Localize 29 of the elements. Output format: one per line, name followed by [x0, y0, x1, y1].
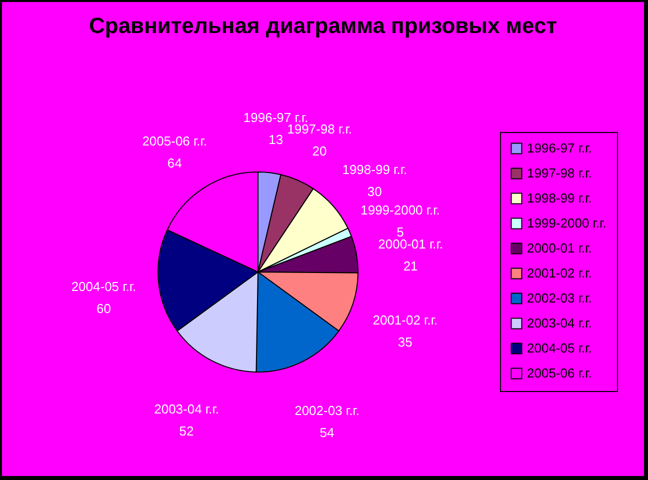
data-label: 21: [403, 258, 418, 274]
legend-label: 2001-02 г.г.: [527, 266, 592, 280]
slice-label: 2002-03 г.г.: [294, 402, 360, 418]
data-label: 5: [396, 224, 404, 240]
legend-label: 2002-03 г.г.: [527, 290, 592, 306]
slice-label: 2001-02 г.г.: [372, 312, 438, 328]
slice-label: 1999-2000 г.г.: [360, 202, 440, 218]
legend-label: 1999-2000 г.г.: [527, 216, 606, 230]
legend-label: 1998-99 г.г.: [527, 190, 592, 206]
data-label: 52: [179, 424, 194, 439]
slice-label: 2000-01 г.г.: [378, 236, 443, 252]
legend-label: 2005-06 г.г.: [527, 366, 592, 380]
data-label: 60: [96, 301, 111, 316]
chart-title: Сравнительная диаграмма призовых мест: [88, 13, 558, 38]
slice-label: 2003-04 г.г.: [154, 402, 219, 417]
legend-label: 2004-05 г.г.: [527, 340, 592, 356]
legend-label: 1997-98 г.г.: [527, 166, 592, 180]
data-label: 30: [367, 184, 382, 199]
data-label: 64: [167, 155, 182, 170]
legend-label: 2000-01 г.г.: [527, 240, 592, 256]
slice-label: 1998-99 г.г.: [342, 162, 408, 177]
data-label: 13: [268, 132, 284, 148]
legend-label: 1996-97 г.г.: [527, 140, 592, 156]
slice-label: 2004-05 г.г.: [71, 279, 136, 294]
slice-label: 2005-06 г.г.: [142, 133, 208, 148]
data-label: 54: [320, 424, 334, 440]
data-label: 35: [398, 334, 412, 350]
legend-label: 2003-04 г.г.: [527, 316, 592, 330]
data-label: 20: [312, 144, 327, 159]
